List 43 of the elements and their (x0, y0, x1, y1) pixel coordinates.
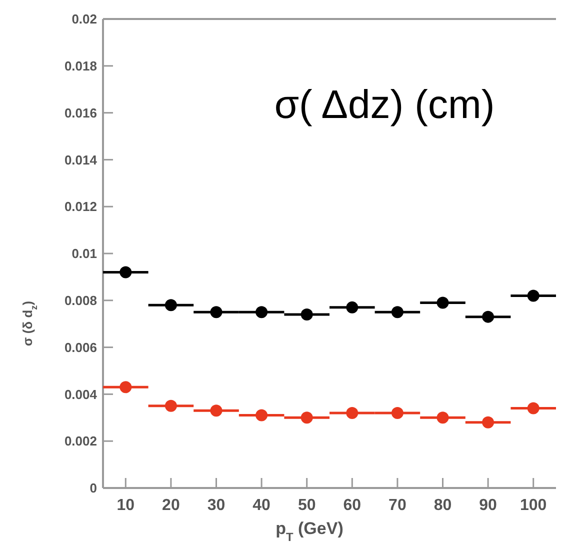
y-tick-label: 0.02 (72, 12, 97, 27)
x-tick-label: 70 (388, 497, 406, 514)
point (482, 310, 494, 323)
point (256, 306, 268, 318)
y-tick-label: 0.016 (64, 105, 97, 120)
point (210, 404, 222, 417)
x-tick-label: 30 (207, 497, 226, 514)
annotation: σ( Δdz) (cm) (274, 83, 495, 127)
point (436, 412, 449, 424)
point (346, 406, 358, 419)
point (482, 416, 494, 428)
point (300, 412, 313, 424)
point (164, 299, 177, 312)
x-tick-label: 90 (479, 497, 498, 514)
x-tick-label: 10 (116, 497, 135, 514)
point (346, 301, 358, 314)
x-tick-label: 20 (162, 497, 180, 514)
point (436, 296, 449, 309)
point (527, 290, 540, 302)
y-tick-label: 0.002 (64, 434, 97, 449)
y-tick-label: 0.014 (64, 152, 98, 168)
x-tick-label: 80 (434, 497, 452, 514)
x-axis-title: p$_{T}$ (GeV) (276, 519, 344, 544)
point (256, 409, 268, 422)
x-tick-label: 40 (252, 497, 271, 514)
point (391, 306, 404, 318)
y-tick-label: 0 (90, 480, 97, 496)
y-tick-label: 0.006 (64, 340, 97, 355)
y-tick-label: 0.004 (64, 386, 98, 402)
x-tick-label: 100 (520, 497, 547, 514)
point (120, 381, 132, 394)
point (120, 266, 132, 278)
point (164, 400, 177, 412)
x-tick-label: 60 (343, 497, 362, 514)
point (300, 308, 313, 320)
point (210, 306, 222, 318)
point (527, 402, 540, 414)
y-tick-label: 0.008 (64, 292, 97, 308)
y-tick-label: 0.018 (64, 58, 97, 74)
y-tick-label: 0.012 (64, 199, 97, 214)
y-tick-label: 0.01 (72, 246, 97, 262)
point (391, 406, 404, 419)
x-tick-label: 50 (298, 497, 316, 514)
